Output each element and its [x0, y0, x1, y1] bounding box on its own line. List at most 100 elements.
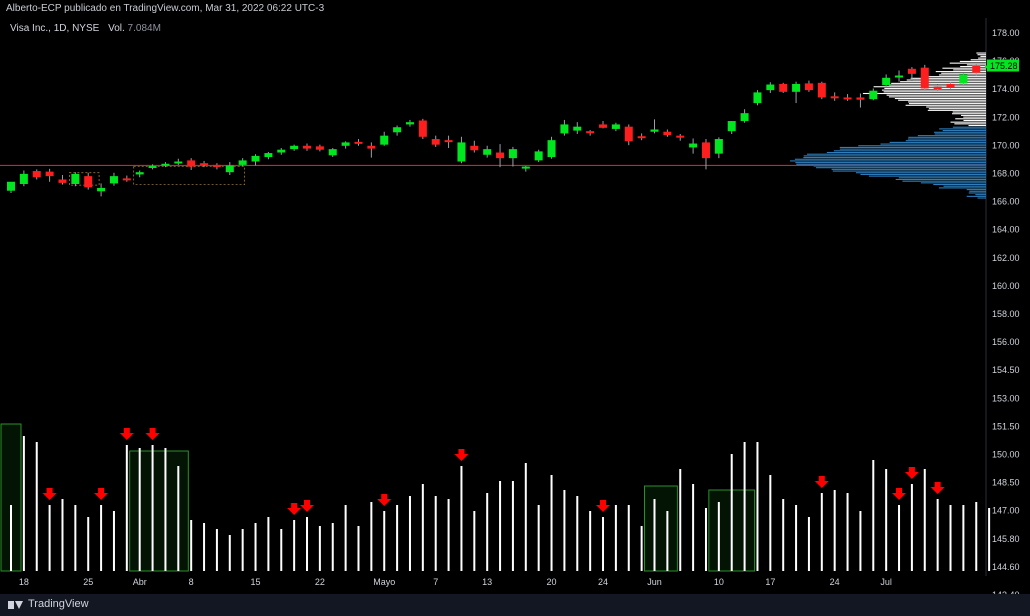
- candle-body: [611, 124, 620, 129]
- volume-profile-bar: [976, 52, 986, 54]
- volume-bar: [846, 493, 849, 571]
- price-chart[interactable]: 178.00176.00174.00172.00170.00168.00166.…: [0, 0, 1030, 594]
- time-axis-label: 15: [251, 577, 261, 587]
- candle-body: [895, 75, 904, 78]
- candle-body: [521, 166, 530, 169]
- volume-profile-bar: [961, 114, 986, 116]
- time-axis-label: 24: [598, 577, 608, 587]
- volume-bar: [203, 523, 206, 571]
- volume-bar: [550, 475, 553, 571]
- candle-body: [534, 151, 543, 161]
- candle-body: [946, 83, 955, 88]
- candle-body: [277, 149, 286, 153]
- volume-bar: [499, 481, 502, 571]
- price-axis-tick: 151.50: [992, 421, 1020, 431]
- volume-bar: [743, 442, 746, 571]
- volume-bar: [254, 523, 257, 571]
- candle-body: [341, 142, 350, 146]
- candle-body: [701, 142, 710, 159]
- candle-body: [637, 136, 646, 139]
- volume-bar: [473, 511, 476, 571]
- candle-body: [19, 173, 28, 184]
- candle-body: [740, 113, 749, 122]
- time-axis-label: Abr: [133, 577, 147, 587]
- volume-profile-bar: [942, 130, 986, 132]
- volume-bar: [22, 436, 25, 571]
- volume-profile-bar: [927, 76, 986, 78]
- volume-profile-bar: [963, 116, 986, 118]
- volume-bar: [653, 499, 656, 571]
- volume-bar: [704, 508, 707, 571]
- range-box: [133, 166, 246, 185]
- volume-bar: [370, 502, 373, 571]
- volume-bar: [898, 505, 901, 571]
- time-axis-label: 18: [19, 577, 29, 587]
- volume-label[interactable]: Vol.: [108, 23, 125, 34]
- candle-body: [367, 145, 376, 149]
- volume-bar: [460, 466, 463, 571]
- last-price-tag: [987, 59, 1019, 72]
- candle-body: [676, 135, 685, 138]
- candle-body: [792, 83, 801, 92]
- volume-profile-bar: [978, 57, 986, 59]
- volume-profile-bar: [968, 192, 986, 194]
- candle-body: [766, 84, 775, 91]
- volume-bar: [807, 517, 810, 571]
- price-axis-tick: 160.00: [992, 281, 1020, 291]
- volume-bar: [730, 454, 733, 571]
- volume-profile-bar: [917, 135, 986, 137]
- volume-bar: [910, 484, 913, 571]
- volume-highlight-box: [129, 450, 189, 572]
- volume-bar: [795, 505, 798, 571]
- candle-body: [97, 187, 106, 192]
- last-price-label: 175.28: [990, 61, 1018, 71]
- candle-body: [161, 163, 170, 166]
- price-axis-tick: 144.60: [992, 562, 1020, 572]
- volume-bar: [962, 505, 965, 571]
- candle-body: [122, 178, 131, 181]
- volume-bar: [602, 517, 605, 571]
- candle-body: [303, 145, 312, 149]
- tradingview-brand[interactable]: TradingView: [8, 598, 89, 610]
- volume-profile-bar: [898, 99, 986, 101]
- volume-profile-bar: [816, 167, 986, 169]
- volume-profile-bar: [908, 103, 986, 105]
- volume-profile-bar: [952, 126, 986, 128]
- volume-bar: [717, 502, 720, 571]
- time-axis-label: 8: [189, 577, 194, 587]
- candle-body: [804, 83, 813, 91]
- volume-profile-bar: [898, 177, 986, 179]
- volume-bar: [61, 499, 64, 571]
- candle-body: [856, 97, 865, 100]
- time-axis-label: 24: [830, 577, 840, 587]
- volume-bar: [666, 511, 669, 571]
- candle-body: [457, 142, 466, 162]
- symbol-label[interactable]: Visa Inc., 1D, NYSE: [10, 23, 100, 34]
- time-axis-label: 10: [714, 577, 724, 587]
- footer-bar: TradingView: [0, 594, 1030, 616]
- candle-body: [508, 149, 517, 159]
- volume-profile-bar: [949, 62, 986, 64]
- volume-bar: [923, 469, 926, 571]
- volume-bar: [447, 499, 450, 571]
- volume-profile-bar: [977, 197, 986, 199]
- volume-profile-bar: [963, 119, 986, 122]
- volume-profile-bar: [833, 150, 986, 152]
- candle-body: [650, 129, 659, 132]
- candle-body: [32, 171, 41, 178]
- volume-bar: [756, 442, 759, 571]
- volume-bar: [936, 499, 939, 571]
- price-axis-tick: 174.00: [992, 84, 1020, 94]
- volume-bar: [820, 493, 823, 571]
- volume-profile-bar: [794, 158, 986, 160]
- candle-body: [753, 92, 762, 104]
- volume-profile-bar: [959, 60, 986, 63]
- volume-bar: [885, 469, 888, 571]
- volume-profile-bar: [826, 151, 986, 154]
- volume-profile-bar: [860, 173, 986, 175]
- down-arrow-icon: [892, 488, 907, 500]
- volume-highlight-box: [644, 485, 678, 572]
- candle-body: [380, 135, 389, 145]
- volume-profile-bar: [895, 178, 986, 181]
- volume-bar: [975, 502, 978, 571]
